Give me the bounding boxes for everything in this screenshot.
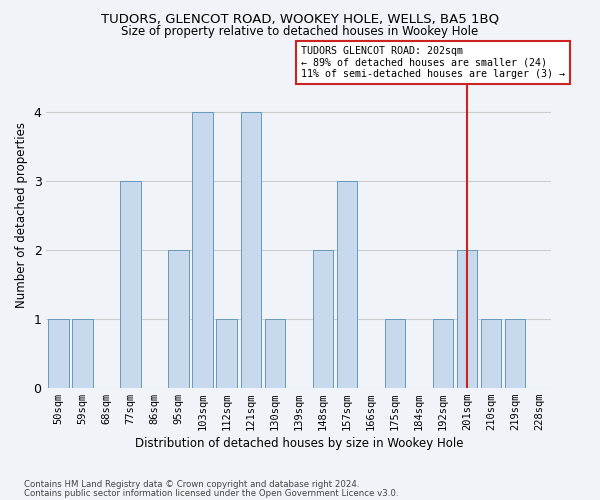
Bar xyxy=(217,318,237,388)
Text: Contains public sector information licensed under the Open Government Licence v3: Contains public sector information licen… xyxy=(24,488,398,498)
Bar xyxy=(121,180,141,388)
X-axis label: Distribution of detached houses by size in Wookey Hole: Distribution of detached houses by size … xyxy=(134,437,463,450)
Text: TUDORS GLENCOT ROAD: 202sqm
← 89% of detached houses are smaller (24)
11% of sem: TUDORS GLENCOT ROAD: 202sqm ← 89% of det… xyxy=(301,46,565,79)
Bar xyxy=(433,318,453,388)
Bar xyxy=(385,318,405,388)
Bar xyxy=(241,112,261,388)
Bar xyxy=(265,318,285,388)
Bar xyxy=(457,250,477,388)
Bar xyxy=(337,180,357,388)
Y-axis label: Number of detached properties: Number of detached properties xyxy=(15,122,28,308)
Bar xyxy=(193,112,213,388)
Text: Size of property relative to detached houses in Wookey Hole: Size of property relative to detached ho… xyxy=(121,25,479,38)
Bar xyxy=(505,318,526,388)
Bar xyxy=(169,250,189,388)
Bar xyxy=(48,318,68,388)
Text: TUDORS, GLENCOT ROAD, WOOKEY HOLE, WELLS, BA5 1BQ: TUDORS, GLENCOT ROAD, WOOKEY HOLE, WELLS… xyxy=(101,12,499,26)
Bar xyxy=(481,318,502,388)
Bar xyxy=(313,250,333,388)
Text: Contains HM Land Registry data © Crown copyright and database right 2024.: Contains HM Land Registry data © Crown c… xyxy=(24,480,359,489)
Bar xyxy=(72,318,92,388)
